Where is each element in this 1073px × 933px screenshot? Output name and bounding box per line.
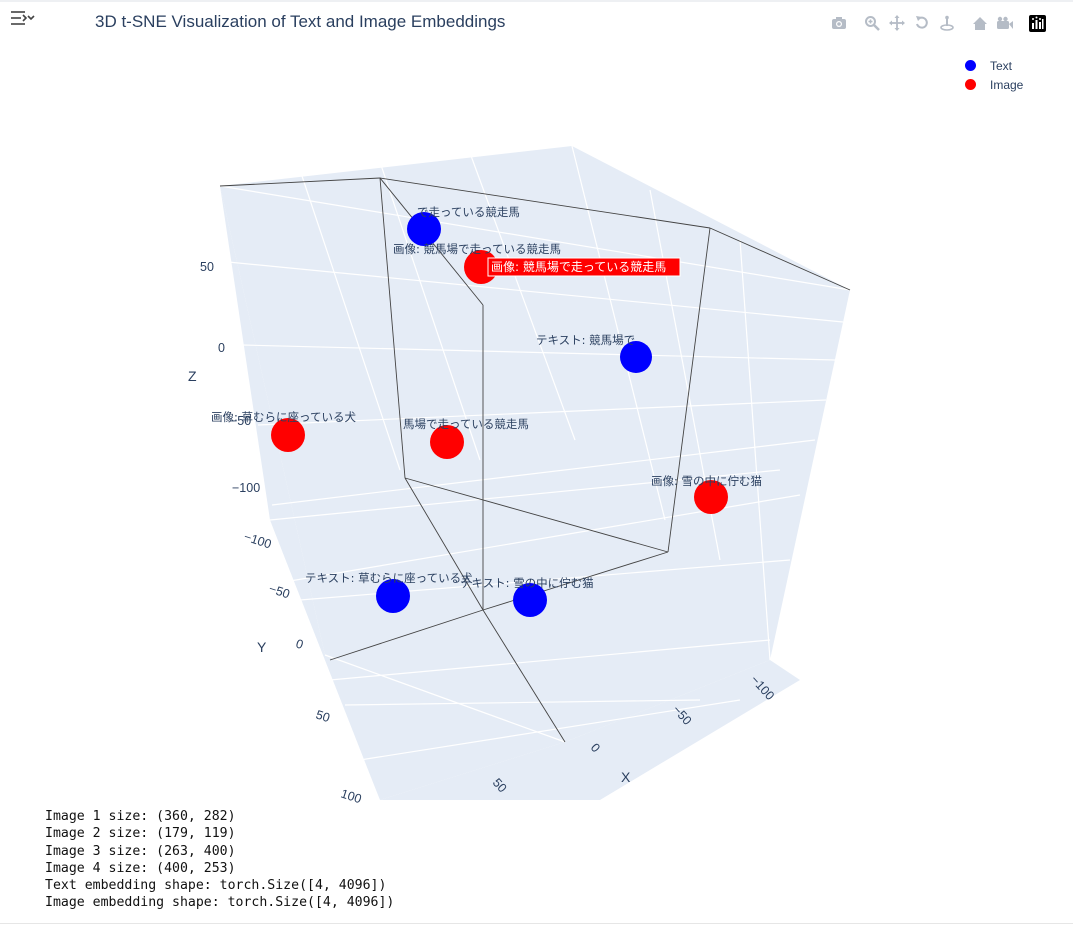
box-line — [709, 227, 851, 291]
data-point-text[interactable] — [513, 583, 547, 617]
gridline — [271, 439, 816, 506]
legend: Text Image — [960, 56, 1023, 94]
bottom-border — [0, 923, 1073, 924]
console-line: Image embedding shape: torch.Size([4, 40… — [45, 895, 395, 911]
top-border — [0, 0, 1073, 2]
box-line — [379, 177, 711, 229]
hover-text: 画像: 競馬場で走っている競走馬 — [491, 259, 666, 274]
data-point-image[interactable] — [430, 425, 464, 459]
reset-camera-icon[interactable] — [994, 12, 1016, 34]
point-label: で走っている競走馬 — [417, 205, 520, 219]
console-line: Text embedding shape: torch.Size([4, 409… — [45, 878, 387, 894]
gridline — [219, 185, 851, 291]
legend-label-image: Image — [990, 77, 1024, 92]
y-axis-title: Y — [257, 639, 267, 655]
point-label: 馬場で走っている競走馬 — [403, 417, 529, 431]
box-line — [329, 609, 484, 661]
box-line — [219, 177, 381, 187]
legend-label-text: Text — [990, 58, 1013, 73]
gridline — [379, 161, 481, 461]
z-tick-label: 50 — [200, 260, 214, 274]
x-axis-title: X — [621, 769, 631, 785]
point-label: テキスト: 草むらに座っている犬 — [305, 571, 473, 585]
hover-label: 画像: 競馬場で走っている競走馬 — [481, 257, 681, 277]
point-label: 画像: 草むらに座っている犬 — [211, 410, 356, 424]
zoom-icon[interactable] — [861, 12, 883, 34]
axis-titles: Z Y X — [188, 368, 631, 785]
orbit-icon[interactable] — [911, 12, 933, 34]
gridline — [257, 399, 827, 426]
modebar — [828, 12, 1051, 34]
console-line: Image 1 size: (360, 282) — [45, 809, 236, 824]
console-output: Image 1 size: (360, 282) Image 2 size: (… — [45, 808, 394, 912]
gridline — [359, 699, 741, 761]
plotly-logo-icon[interactable] — [1026, 12, 1048, 34]
z-tick-label: 0 — [218, 341, 225, 355]
console-line: Image 4 size: (400, 253) — [45, 860, 236, 876]
point-label: テキスト: 競馬場で — [536, 333, 635, 347]
gridline — [739, 239, 771, 661]
gridline — [324, 654, 566, 743]
data-point-text[interactable] — [407, 212, 441, 246]
y-tick-label: −50 — [267, 582, 292, 602]
y-tick-label: −100 — [242, 530, 273, 552]
hover-box — [487, 257, 681, 277]
box-line — [482, 609, 566, 743]
sidebar-toggle-icon[interactable] — [8, 6, 36, 30]
gridline — [269, 469, 781, 521]
data-point-image[interactable] — [694, 480, 728, 514]
box-line — [404, 477, 669, 553]
box-line — [404, 477, 484, 611]
camera-icon[interactable] — [828, 12, 850, 34]
point-label: テキスト: 雪の中に佇む猫 — [460, 576, 594, 590]
turntable-icon[interactable] — [936, 12, 958, 34]
back-pane — [220, 146, 850, 742]
box-line — [667, 227, 711, 553]
y-tick-label: 0 — [294, 637, 305, 652]
point-label: 画像: 雪の中に佇む猫 — [651, 474, 762, 488]
data-points[interactable] — [271, 212, 728, 617]
legend-marker-image — [965, 79, 976, 90]
legend-item-image[interactable]: Image — [960, 75, 1023, 94]
hover-arrow — [481, 260, 489, 274]
y-tick-label: 50 — [314, 708, 332, 726]
legend-item-text[interactable]: Text — [960, 56, 1023, 75]
gridlines — [219, 145, 851, 761]
gridline — [329, 639, 771, 681]
gridline — [227, 261, 844, 323]
legend-marker-text — [965, 60, 976, 71]
floor-front-pane — [380, 660, 800, 800]
data-point-text[interactable] — [620, 341, 652, 373]
data-point-text[interactable] — [376, 579, 410, 613]
gridline — [571, 145, 666, 521]
console-line: Image 3 size: (263, 400) — [45, 843, 236, 859]
point-label: 画像: 競馬場で走っている競走馬 — [393, 242, 561, 256]
gridline — [469, 152, 576, 441]
z-tick-label: −100 — [232, 481, 260, 495]
floor-pane — [270, 520, 565, 800]
z-axis-title: Z — [188, 368, 197, 384]
axis-box-lines — [219, 177, 851, 743]
chart-title: 3D t-SNE Visualization of Text and Image… — [95, 12, 506, 31]
y-tick-label: 100 — [339, 787, 363, 805]
home-icon[interactable] — [969, 12, 991, 34]
gridline — [241, 344, 836, 361]
data-point-image[interactable] — [271, 418, 305, 452]
z-tick-label: −50 — [230, 414, 251, 428]
gridline — [344, 699, 701, 706]
pan-icon[interactable] — [886, 12, 908, 34]
console-line: Image 2 size: (179, 119) — [45, 826, 236, 842]
gridline — [299, 169, 401, 471]
box-line — [379, 177, 406, 479]
